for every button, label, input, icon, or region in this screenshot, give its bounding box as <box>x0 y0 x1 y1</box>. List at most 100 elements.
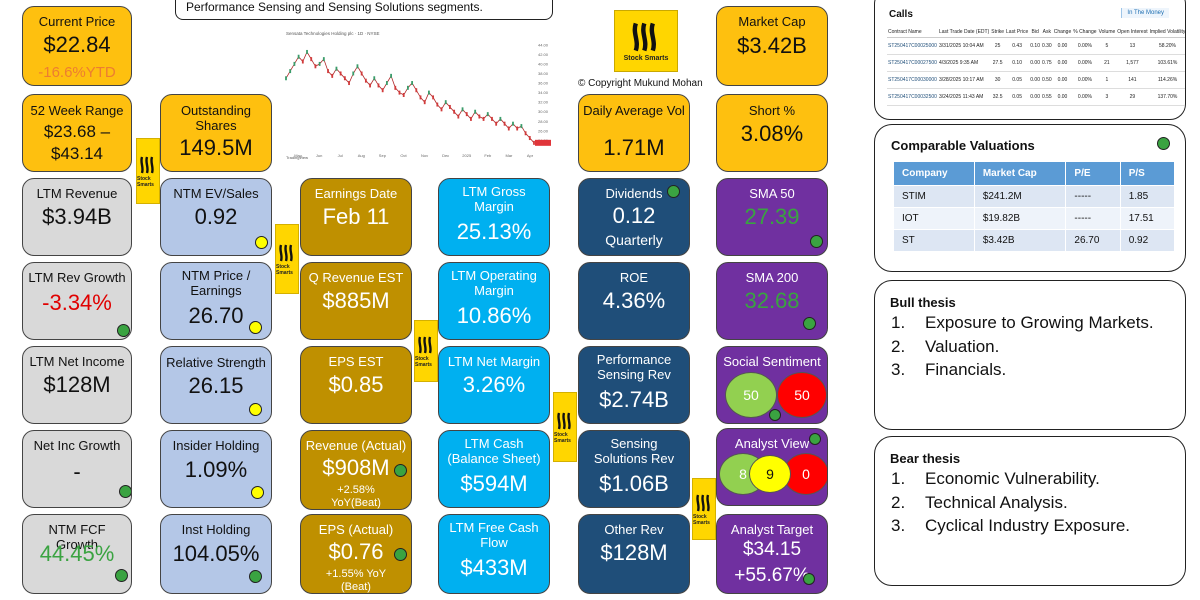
price-chart-svg: Sensata Technologies Holding plc · 1D · … <box>285 31 551 160</box>
price-candle <box>415 88 418 93</box>
ntm-fcf-growth-label: NTM FCF Growth <box>48 522 106 552</box>
bear-thesis-title: Bear thesis <box>890 451 961 466</box>
avg-volume-value: 1.71M <box>603 135 665 160</box>
calls-cell: ST250417C00025000 <box>887 37 938 55</box>
op-margin-tile: LTM Operating Margin 10.86% <box>438 262 550 340</box>
sma50-value: 27.39 <box>744 204 800 229</box>
thesis-item-number: 1. <box>891 313 906 332</box>
price-candle <box>398 90 401 95</box>
price-candle <box>314 64 317 69</box>
price-candle <box>491 116 493 121</box>
eps-est-label: EPS EST <box>328 354 384 369</box>
gross-margin-label: LTM Gross Margin <box>462 184 526 214</box>
short-percent-tile: Short % 3.08% <box>716 94 828 172</box>
avg-volume-label: Daily Average Vol <box>583 103 685 118</box>
thesis-item-text: Cyclical Industry Exposure. <box>925 516 1131 535</box>
calls-table: Contract Name Last Trade Date (EDT) Strike… <box>887 27 1185 106</box>
calls-row[interactable]: ST250417C00030000 3/28/2025 10:17 AM 30 0.0… <box>887 71 1185 89</box>
calls-row[interactable]: ST250417C00025000 3/31/2025 10:04 AM 25 0.4… <box>887 37 1185 55</box>
x-tick-label: Sep <box>379 153 387 158</box>
relative-strength-tile: Relative Strength 26.15 <box>160 346 272 424</box>
calls-cell: 0.10 <box>1029 37 1041 55</box>
price-candle <box>385 81 388 86</box>
price-candle <box>301 59 304 64</box>
eps-est-value: $0.85 <box>328 372 384 397</box>
relative-strength-value: 26.15 <box>188 373 244 398</box>
price-candle <box>343 76 346 81</box>
calls-cell: 3 <box>1097 88 1117 106</box>
status-dot-yellow <box>251 486 264 499</box>
gross-margin-value: 25.13% <box>456 219 532 244</box>
comparable-cell: 17.51 <box>1119 207 1176 230</box>
calls-column-header: Bid <box>1029 27 1041 38</box>
calls-cell: ST250417C00030000 <box>887 71 938 89</box>
comparable-cell: $19.82B <box>973 207 1067 230</box>
price-candle <box>377 83 380 88</box>
calls-column-header: Last Trade Date (EDT) <box>937 27 991 38</box>
avg-volume-tile: Daily Average Vol 1.71M <box>578 94 690 172</box>
price-candle <box>352 71 355 76</box>
calls-cell: 0.00% <box>1072 37 1098 55</box>
ltm-rev-growth-label: LTM Rev Growth <box>28 270 126 285</box>
calls-cell: 3/24/2025 11:43 AM <box>937 88 991 106</box>
ltm-fcf-value: $433M <box>460 555 528 580</box>
status-dot-yellow <box>255 236 268 249</box>
calls-row[interactable]: ST250417C00027500 4/3/2025 9:35 AM 27.5 0.1… <box>887 54 1185 72</box>
thesis-item-number: 3. <box>891 516 906 535</box>
stock-smarts-logo: Stock Smarts <box>553 392 577 462</box>
price-candle <box>503 121 506 126</box>
calls-cell: 0.00% <box>1072 88 1098 106</box>
x-tick-label: Jun <box>316 153 322 158</box>
ntm-ev-sales-value: 0.92 <box>194 204 238 229</box>
ntm-fcf-growth-value: 44.45% <box>39 541 115 566</box>
x-tick-label: Aug <box>358 153 365 158</box>
ltm-cash-tile: LTM Cash (Balance Sheet) $594M <box>438 430 550 508</box>
price-candle <box>495 121 498 126</box>
eps-actual-tile: EPS (Actual) $0.76 +1.55% YoY (Beat) <box>300 514 412 594</box>
ltm-cash-label: LTM Cash (Balance Sheet) <box>447 436 541 466</box>
calls-cell: 32.5 <box>990 88 1006 106</box>
comparable-column-header: Market Cap <box>973 161 1067 186</box>
price-candle <box>457 114 460 119</box>
thesis-item-number: 3. <box>891 360 906 379</box>
price-candle <box>364 78 367 83</box>
copyright-text: © Copyright Mukund Mohan <box>578 78 703 89</box>
calls-cell: 25 <box>990 37 1006 55</box>
current-price-tile: Current Price $22.84 -16.6%YTD <box>22 6 132 86</box>
outstanding-shares-value: 149.5M <box>179 135 253 160</box>
status-dot-green <box>810 235 823 248</box>
logo-text: Stock Smarts <box>693 513 710 526</box>
calls-title: Calls <box>889 9 913 20</box>
week52-range-high: $43.14 <box>51 144 103 163</box>
analyst-target-tile: Analyst Target $34.15 +55.67% <box>716 514 828 594</box>
positive-sentiment-value: 50 <box>743 387 759 403</box>
analyst-buy-count: 8 <box>739 466 747 482</box>
calls-row[interactable]: ST250417C00032500 3/24/2025 11:43 AM 32.5 0… <box>887 88 1185 106</box>
stock-smarts-logo: Stock Smarts <box>692 478 716 540</box>
calls-cell: 0.00 <box>1029 88 1041 106</box>
dividends-tile: Dividends 0.12 Quarterly <box>578 178 690 256</box>
comparable-column-header: P/S <box>1119 161 1176 186</box>
calls-cell: 0.30 <box>1040 37 1053 55</box>
logo-text: Stock Smarts <box>554 431 571 444</box>
sensing-solutions-rev-value: $1.06B <box>599 471 669 496</box>
ltm-rev-growth-value: -3.34% <box>42 290 112 315</box>
calls-cell: 5 <box>1097 37 1117 55</box>
short-percent-label: Short % <box>748 103 796 118</box>
ltm-net-income-label: LTM Net Income <box>29 354 125 369</box>
price-candle <box>306 49 308 54</box>
price-candle <box>360 71 363 76</box>
inst-holding-tile: Inst Holding 104.05% <box>160 514 272 594</box>
other-rev-label: Other Rev <box>604 522 664 537</box>
revenue-actual-label: Revenue (Actual) <box>305 438 407 453</box>
insider-holding-label: Insider Holding <box>172 438 260 453</box>
y-tick-label: 42.00 <box>538 52 549 57</box>
status-dot-green <box>394 464 407 477</box>
y-tick-label: 32.00 <box>538 100 549 105</box>
in-the-money-badge[interactable]: In The Money <box>1121 8 1169 18</box>
market-cap-tile: Market Cap $3.42B <box>716 6 828 86</box>
thesis-item-text: Technical Analysis. <box>925 492 1068 512</box>
calls-cell: 0.43 <box>1005 37 1030 55</box>
analyst-target-value: $34.15 <box>742 539 802 560</box>
comparable-cell: IOT <box>893 207 975 230</box>
